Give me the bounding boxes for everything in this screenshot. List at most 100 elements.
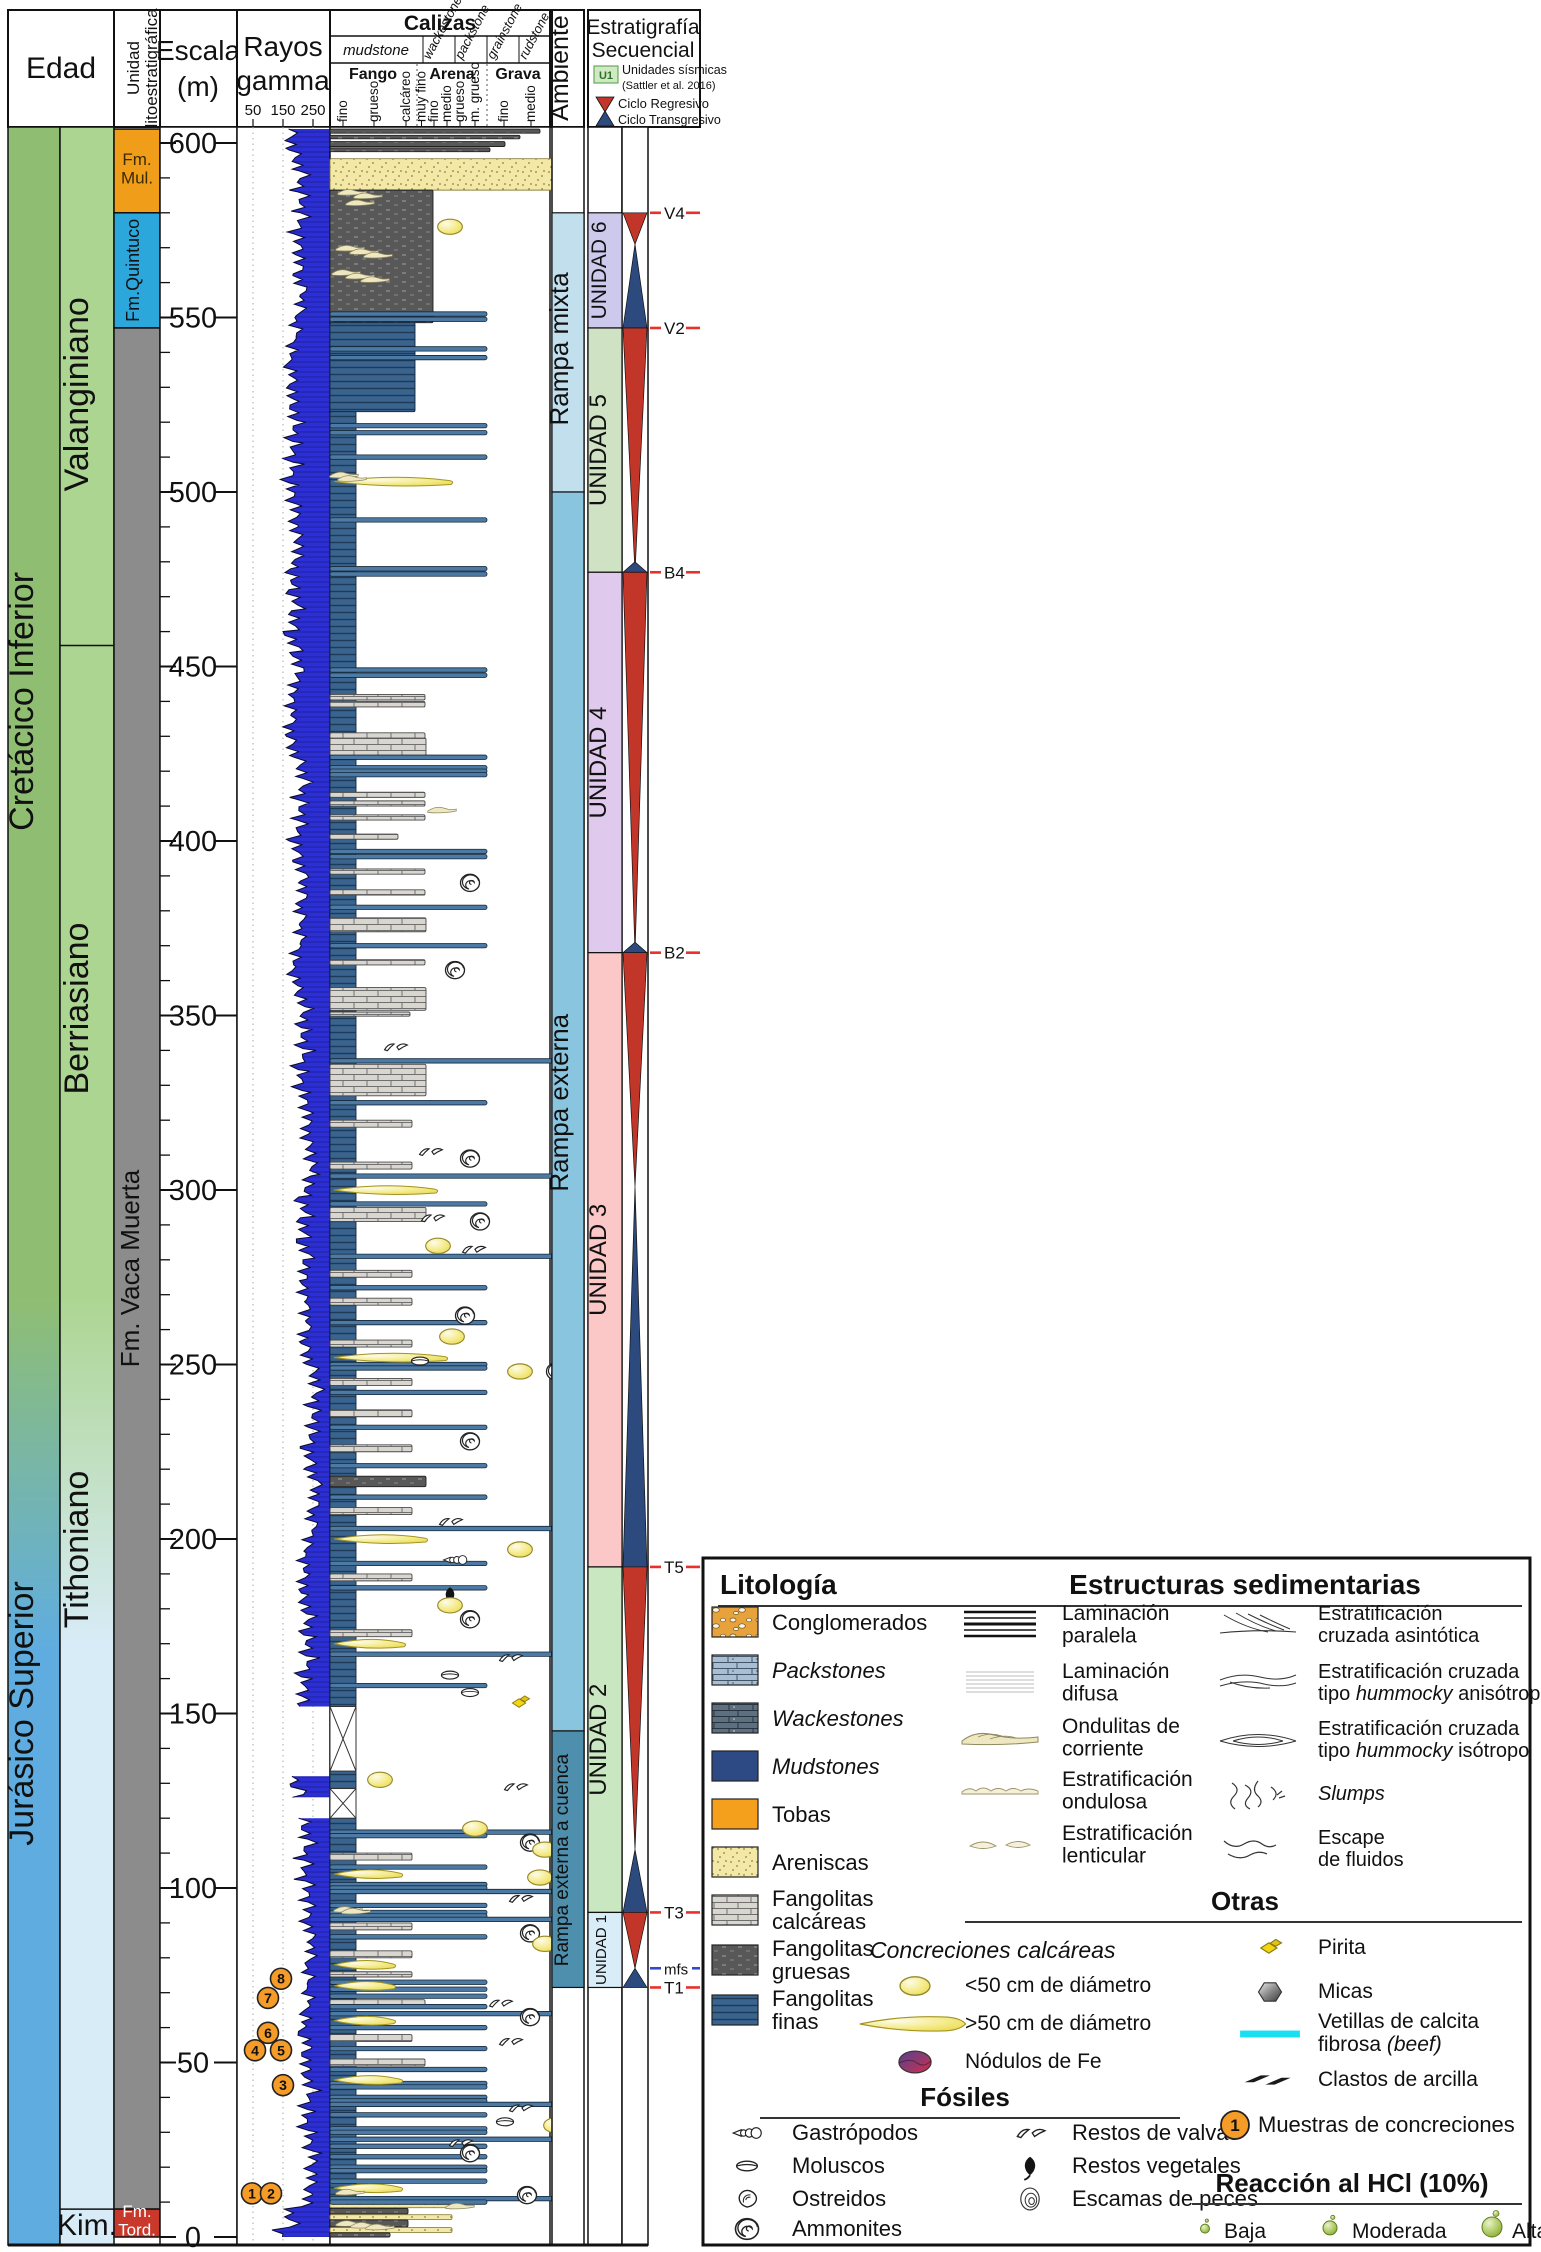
lith-bed-fg: [329, 141, 506, 147]
sample-marker: [243, 2038, 267, 2062]
grain-size-label: medio: [439, 85, 454, 122]
regressive-cycle: [622, 1566, 648, 1850]
lith-stringer: [329, 2178, 488, 2184]
lith-bed-fc: [329, 1629, 413, 1638]
sample-number: 2: [267, 2185, 275, 2201]
lith-stringer: [329, 1902, 488, 1909]
large-concretion-lens: [333, 1534, 429, 1544]
lith-bed-fc: [329, 2058, 426, 2067]
ga-icon: [442, 1555, 468, 1565]
grain-size-label: fino: [496, 100, 511, 122]
sample-marker: [269, 2038, 293, 2062]
edad-stage-label: Kim.: [57, 2209, 117, 2242]
lith-stringer: [329, 1560, 488, 1567]
concreciones-subtitle: Concreciones calcáreas: [870, 1937, 1116, 1963]
lith-bed-fc: [329, 1063, 427, 1097]
sample-number: 5: [277, 2042, 285, 2058]
lith-bed-ff: [329, 322, 416, 413]
am-icon: [519, 1924, 541, 1943]
lith-stringer: [329, 430, 488, 436]
regressive-cycle: [622, 327, 648, 573]
svg-text:(m): (m): [177, 71, 219, 102]
legend-litologia-title: Litología: [720, 1569, 837, 1600]
legend-item-label: Pirita: [1318, 1936, 1366, 1959]
va-icon: [448, 2139, 474, 2148]
lith-stringer: [329, 1285, 488, 1291]
lith-stringer: [329, 1201, 488, 1207]
lith-stringer: [329, 566, 488, 572]
mo-icon: [460, 1688, 480, 1698]
lith-stringer: [329, 1525, 559, 1532]
legend-item-label: Mudstones: [772, 1754, 880, 1779]
lith-stringer: [329, 571, 488, 577]
lith-stringer: [329, 1058, 559, 1064]
lith-stringer: [329, 517, 488, 523]
ambiente-label: Rampa externa a cuenca: [552, 1754, 573, 1967]
grain-size-label: medio: [523, 85, 538, 122]
cs-icon: [437, 1597, 463, 1614]
on-icon: [341, 1907, 371, 1915]
depth-label: 500: [169, 477, 217, 509]
large-concretion-lens: [333, 1869, 404, 1879]
lith-stringer: [329, 772, 488, 778]
sample-number: 4: [251, 2042, 259, 2058]
lith-bed-fc: [329, 737, 427, 756]
swatch-tb: [711, 1798, 759, 1830]
depth-label: 250: [169, 1350, 217, 1382]
hi-icon: [1219, 1734, 1297, 1747]
cs-icon: [439, 1328, 465, 1345]
legend-item-label: Estratificación cruzada asintótica: [1318, 1603, 1480, 1647]
lith-bed-fc: [329, 732, 426, 739]
lith-bed-fc: [329, 1573, 413, 1582]
legend-item-label: Laminación paralela: [1062, 1602, 1169, 1648]
gamma-curve-line: [278, 128, 327, 1707]
legend-item-label: Slumps: [1318, 1783, 1385, 1805]
grain-size-label: fino: [426, 100, 441, 122]
grain-size-label: grueso: [452, 81, 467, 122]
lith-bed-ar: [329, 158, 579, 191]
sample-number: 3: [279, 2077, 287, 2093]
lith-bed-fc: [329, 833, 399, 840]
lith-bed-ff: [329, 1770, 357, 1789]
legend-item-label: Fangolitas calcáreas: [772, 1886, 874, 1934]
lith-stringer: [329, 1100, 488, 1106]
transgressive-cycle: [622, 1967, 648, 1988]
rayos-gamma-header: Rayos: [243, 31, 322, 62]
lith-stringer: [329, 346, 488, 352]
large-concretion-lens: [333, 2015, 397, 2026]
regressive-cycle: [622, 1912, 648, 1969]
lith-bed-fc: [329, 700, 426, 708]
legend-item-label: Escamas de peces: [1072, 2186, 1258, 2211]
lith-stringer: [329, 1934, 488, 1940]
am-icon: [459, 1432, 481, 1451]
lith-bed-fg: [329, 134, 521, 140]
legend-item-label: Vetillas de calcita fibrosa (beef): [1318, 2010, 1479, 2056]
ca-icon: [1219, 1612, 1297, 1634]
am-icon: [459, 873, 481, 893]
oc-icon: [961, 1733, 1039, 1746]
on-icon: [427, 806, 457, 814]
lith-stringer: [329, 2084, 488, 2090]
legend-item-label: Fangolitas finas: [772, 1986, 874, 2034]
ef-icon: [1223, 1840, 1277, 1859]
lith-bed-fg: [329, 128, 541, 134]
ld-icon: [966, 1671, 1034, 1693]
lith-stringer: [329, 1585, 488, 1591]
grain-size-label: muy fino: [414, 71, 429, 122]
yl-icon: [859, 2016, 967, 2032]
sample-marker: [256, 1986, 280, 2010]
lith-stringer: [329, 1389, 488, 1396]
large-concretion-lens: [333, 1185, 439, 1195]
marker-label-T1: T1: [664, 1978, 684, 1997]
hcl-title: Reacción al HCl (10%): [1215, 2168, 1488, 2198]
legend-item-label: Areniscas: [772, 1850, 869, 1875]
sample-marker: [271, 2073, 295, 2097]
va-icon: [461, 1245, 487, 1254]
lith-stringer: [329, 667, 488, 673]
unidad-header: Unidadlitoestratigráfica: [124, 8, 161, 128]
lith-bed-fc: [329, 959, 426, 966]
lith-stringer: [329, 2136, 559, 2142]
lith-bed-fc: [329, 1269, 413, 1278]
regressive-cycle: [622, 571, 648, 953]
fe-icon: [898, 2050, 932, 2074]
